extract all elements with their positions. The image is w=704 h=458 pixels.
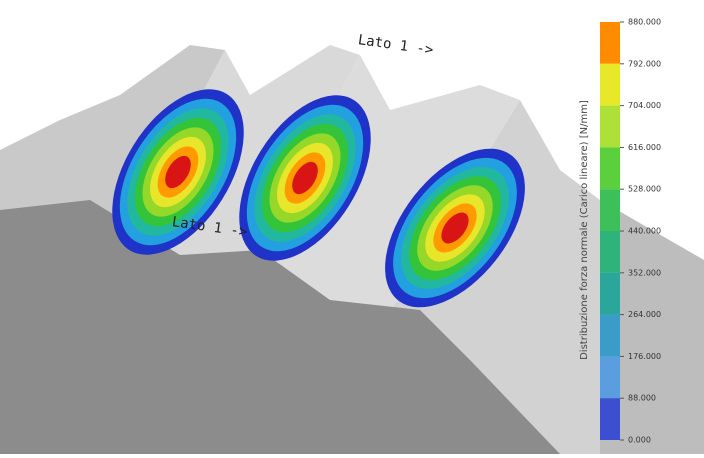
colorbar-segment [600,22,620,64]
colorbar-segment [600,189,620,231]
colorbar-title: Distribuzione forza normale (Carico line… [579,100,590,360]
colorbar-tick-label: 176.000 [628,352,661,361]
colorbar-segment [600,64,620,106]
colorbar-tick-label: 440.000 [628,227,661,236]
colorbar-tick-label: 880.000 [628,18,661,27]
colorbar-segment [600,147,620,189]
colorbar-segment [600,273,620,315]
colorbar-segment [600,106,620,148]
colorbar-segment [600,398,620,440]
colorbar-tick-label: 528.000 [628,185,661,194]
colorbar-tick-label: 0.000 [628,436,651,445]
cae-view: Lato 1 -> Lato 1 -> 880.000792.000704.00… [0,0,704,454]
colorbar-tick-label: 616.000 [628,143,661,152]
colorbar-tick-label: 264.000 [628,310,661,319]
colorbar-tick-label: 704.000 [628,101,661,110]
colorbar-segment [600,315,620,357]
colorbar-segment [600,356,620,398]
colorbar-tick-label: 792.000 [628,59,661,68]
colorbar-tick-label: 88.000 [628,394,656,403]
colorbar-segment [600,231,620,273]
colorbar-tick-label: 352.000 [628,268,661,277]
